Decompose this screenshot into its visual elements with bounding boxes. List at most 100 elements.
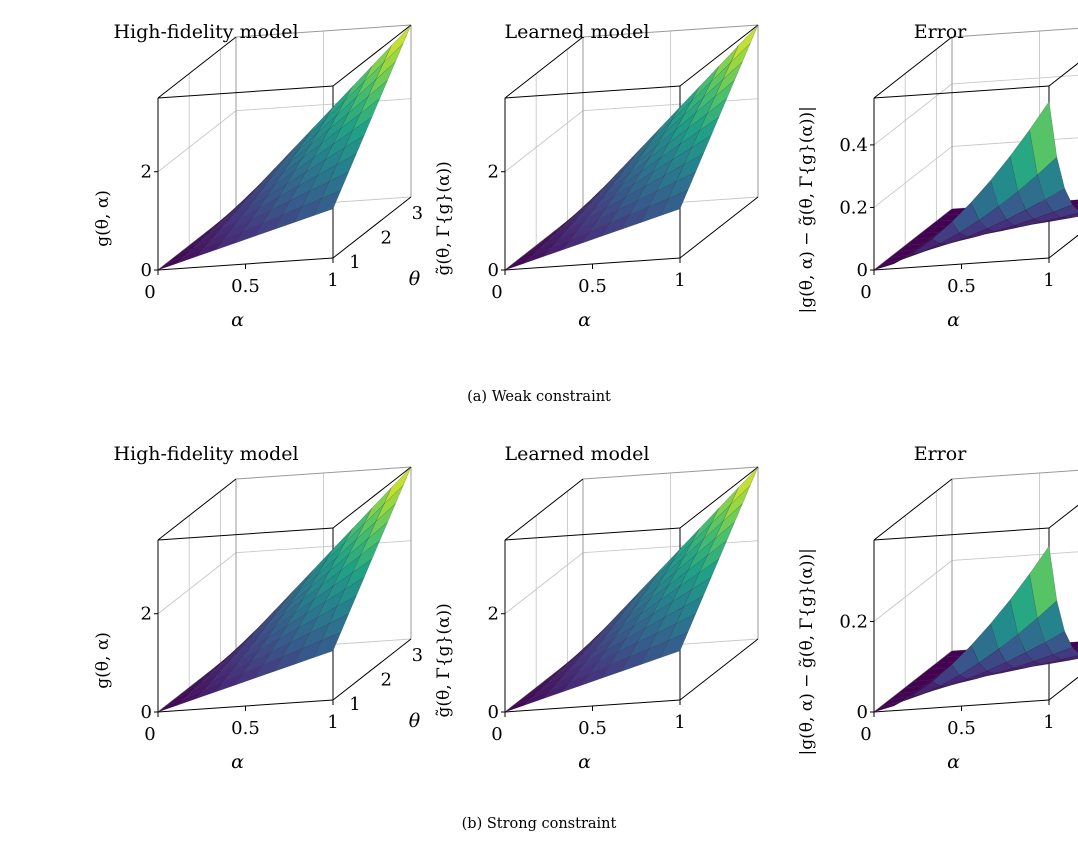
surface-patch bbox=[313, 190, 342, 216]
chart-title: Learned model bbox=[505, 21, 650, 43]
surface-patch bbox=[660, 190, 689, 216]
box-edge bbox=[157, 527, 334, 541]
box-edge bbox=[332, 196, 412, 259]
z-tick-label: 0 bbox=[857, 260, 868, 281]
surface bbox=[504, 466, 759, 713]
chart-title: High-fidelity model bbox=[113, 21, 298, 43]
surface bbox=[504, 24, 759, 271]
z-tick-label: 0 bbox=[488, 260, 499, 281]
x-tick-label: 0 bbox=[144, 282, 155, 303]
grid-line bbox=[951, 551, 1078, 561]
chart-panel-2: Error 0 0.5 1 α 0 0.2 0.4 |g(θ, α) − g̃(θ, Γ{g}(… bbox=[797, 21, 1078, 331]
x-tick-label: 1 bbox=[327, 712, 338, 733]
axis-box bbox=[873, 27, 1078, 271]
chart-panel-5: Error 0 0.5 1 α 0 0.2 |g(θ, α) − g̃(θ, Γ{g}(α))… bbox=[797, 443, 1078, 773]
grid-lines bbox=[504, 467, 759, 713]
box-edge bbox=[873, 85, 1050, 99]
z-tick-label: 2 bbox=[141, 604, 152, 625]
z-axis-label: g̃(θ, Γ{g}(α)) bbox=[434, 161, 454, 275]
surface-patch bbox=[313, 632, 342, 658]
x-tick-label: 0 bbox=[144, 724, 155, 745]
y-axis-label: θ bbox=[409, 268, 421, 290]
z-tick-label: 2 bbox=[141, 162, 152, 183]
z-axis-label: g(θ, α) bbox=[93, 632, 113, 689]
y-tick-label: 2 bbox=[380, 228, 391, 249]
surface bbox=[873, 545, 1078, 713]
x-tick-label: 0 bbox=[860, 282, 871, 303]
x-tick-label: 0 bbox=[491, 724, 502, 745]
z-tick-label: 0.2 bbox=[839, 197, 868, 218]
box-edge bbox=[1048, 504, 1078, 529]
z-tick-label: 0 bbox=[488, 702, 499, 723]
chart-title: Error bbox=[914, 21, 967, 43]
chart-title: Learned model bbox=[505, 443, 650, 465]
grid-lines bbox=[157, 25, 412, 271]
box-edge bbox=[873, 478, 953, 541]
caption-b: (b) Strong constraint bbox=[462, 816, 617, 832]
x-tick-label: 0 bbox=[860, 724, 871, 745]
box-edge bbox=[951, 469, 1078, 480]
box-edge bbox=[679, 638, 759, 701]
grid-line bbox=[873, 146, 953, 208]
x-tick-label: 0.5 bbox=[231, 718, 260, 739]
grid-lines bbox=[504, 25, 759, 271]
caption-a: (a) Weak constraint bbox=[467, 389, 611, 405]
x-axis-label: α bbox=[231, 309, 244, 331]
y-tick-label: 3 bbox=[412, 645, 423, 666]
y-axis-label: θ bbox=[409, 710, 421, 732]
box-edge bbox=[504, 36, 584, 99]
box-edge bbox=[235, 466, 412, 480]
surface-patch bbox=[157, 255, 186, 271]
box-edge bbox=[873, 527, 1050, 541]
y-tick-label: 1 bbox=[349, 252, 360, 273]
box-edge bbox=[873, 36, 953, 99]
box-edge bbox=[157, 36, 237, 99]
box-edge bbox=[504, 527, 681, 541]
box-edge bbox=[951, 27, 1078, 38]
y-tick-label: 3 bbox=[412, 203, 423, 224]
surface-patch bbox=[504, 697, 533, 713]
x-tick-label: 1 bbox=[327, 270, 338, 291]
x-tick-label: 1 bbox=[1043, 712, 1054, 733]
box-edge bbox=[504, 85, 681, 99]
box-edge bbox=[157, 478, 237, 541]
z-tick-label: 0 bbox=[141, 702, 152, 723]
y-tick-label: 2 bbox=[380, 670, 391, 691]
grid-line bbox=[157, 110, 237, 173]
z-tick-label: 0.2 bbox=[839, 611, 868, 632]
grid-line bbox=[504, 110, 584, 173]
box-edge bbox=[679, 196, 759, 259]
grid-line bbox=[951, 137, 1078, 147]
axis-box bbox=[504, 466, 759, 713]
box-edge bbox=[504, 478, 584, 541]
z-tick-label: 0 bbox=[857, 702, 868, 723]
z-tick-label: 2 bbox=[488, 162, 499, 183]
y-tick-label: 1 bbox=[349, 694, 360, 715]
z-tick-label: 2 bbox=[488, 604, 499, 625]
grid-line bbox=[873, 83, 953, 146]
x-tick-label: 0.5 bbox=[947, 718, 976, 739]
z-axis-label: |g(θ, α) − g̃(θ, Γ{g}(α))| bbox=[797, 106, 817, 313]
z-tick-label: 0 bbox=[141, 260, 152, 281]
box-edge bbox=[332, 24, 412, 87]
x-axis-label: α bbox=[578, 751, 591, 773]
box-edge bbox=[679, 466, 759, 529]
x-tick-label: 1 bbox=[1043, 270, 1054, 291]
box-edge bbox=[1048, 676, 1078, 701]
box-edge bbox=[1048, 62, 1078, 87]
box-edge bbox=[157, 85, 334, 99]
x-axis-label: α bbox=[947, 309, 960, 331]
surface-patch bbox=[1029, 545, 1057, 619]
box-edge bbox=[1048, 234, 1078, 259]
x-tick-label: 1 bbox=[674, 712, 685, 733]
chart-title: Error bbox=[914, 443, 967, 465]
z-axis-label: g(θ, α) bbox=[93, 190, 113, 247]
z-axis-label: |g(θ, α) − g̃(θ, Γ{g}(α))| bbox=[797, 548, 817, 755]
axis-box bbox=[157, 466, 412, 713]
x-tick-label: 0.5 bbox=[578, 718, 607, 739]
chart-title: High-fidelity model bbox=[113, 443, 298, 465]
axis-box bbox=[157, 24, 412, 271]
x-axis-label: α bbox=[947, 751, 960, 773]
